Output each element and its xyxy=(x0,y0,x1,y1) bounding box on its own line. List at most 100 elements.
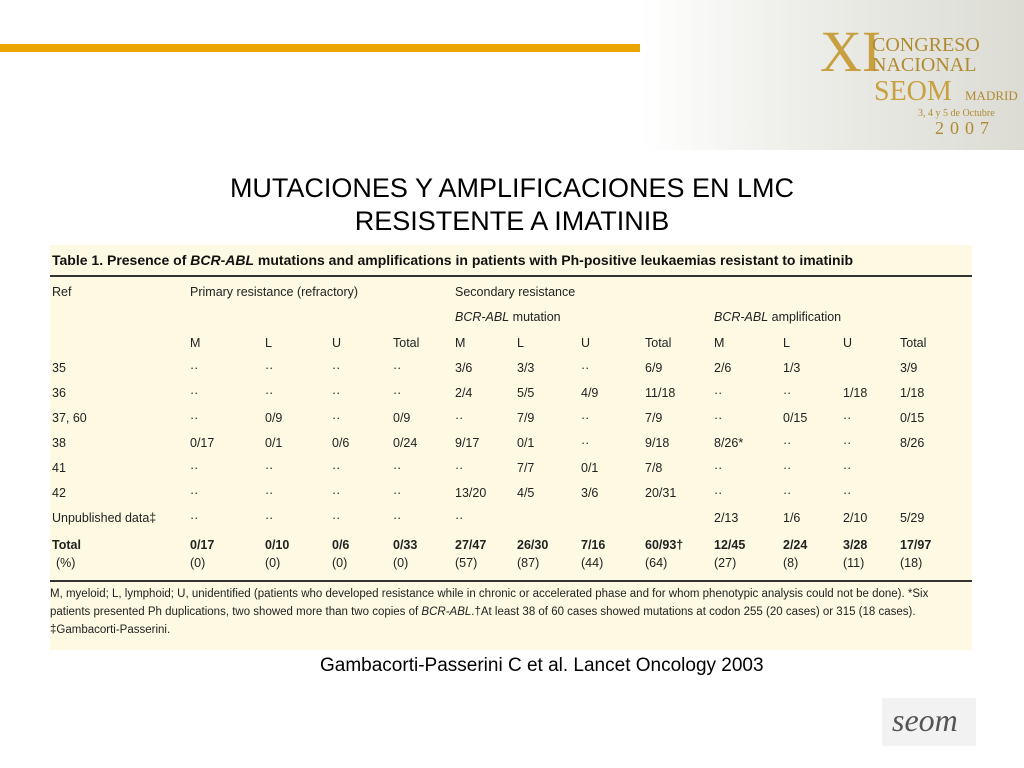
table-cell: 0/15 xyxy=(900,411,925,425)
table: Table 1. Presence of BCR-ABL mutations a… xyxy=(50,245,972,650)
table-cell: 9/17 xyxy=(455,436,480,450)
table-cell: 3/28 xyxy=(843,538,868,552)
logo-text: CONGRESO xyxy=(872,34,980,56)
table-cell: 9/18 xyxy=(645,436,670,450)
text-run: amplification xyxy=(768,310,842,324)
table-cell: 4/9 xyxy=(581,386,599,400)
footer-logo: seom xyxy=(882,698,976,746)
table-cell: 1/3 xyxy=(783,361,801,375)
table-cell: ·· xyxy=(190,511,199,525)
table-cell: (27) xyxy=(714,556,737,570)
column-header: M xyxy=(190,336,201,350)
table-cell: 5/29 xyxy=(900,511,925,525)
table-cell: ·· xyxy=(714,386,723,400)
table-cell: 4/5 xyxy=(517,486,535,500)
table-cell: ·· xyxy=(843,436,852,450)
column-header: Ref xyxy=(52,285,72,299)
column-header: Total xyxy=(900,336,927,350)
table-cell: (0) xyxy=(393,556,409,570)
rule xyxy=(50,275,972,277)
table-cell: 3/6 xyxy=(455,361,473,375)
table-cell: 26/30 xyxy=(517,538,549,552)
table-cell: ·· xyxy=(581,361,590,375)
table-cell: 7/9 xyxy=(517,411,535,425)
column-header: M xyxy=(455,336,466,350)
table-cell: ·· xyxy=(190,386,199,400)
column-header: Total xyxy=(645,336,672,350)
table-cell: ·· xyxy=(265,386,274,400)
table-cell: ·· xyxy=(332,361,341,375)
table-cell: ·· xyxy=(265,486,274,500)
table-cell: 0/9 xyxy=(265,411,283,425)
column-header: L xyxy=(517,336,524,350)
column-header: Total xyxy=(393,336,420,350)
table-cell: 0/24 xyxy=(393,436,418,450)
table-cell: ·· xyxy=(190,361,199,375)
table-cell: ·· xyxy=(393,461,402,475)
table-cell: 36 xyxy=(52,386,66,400)
table-cell: ·· xyxy=(332,486,341,500)
footnote: M, myeloid; L, lymphoid; U, unidentified… xyxy=(50,588,928,600)
table-cell: 3/3 xyxy=(517,361,535,375)
logo-numeral: XI xyxy=(820,19,882,84)
table-cell: ·· xyxy=(714,411,723,425)
table-cell: ·· xyxy=(393,361,402,375)
title-line: RESISTENTE A IMATINIB xyxy=(354,206,670,236)
table-cell: 0/1 xyxy=(265,436,283,450)
column-header: M xyxy=(714,336,725,350)
text-run: BCR-ABL xyxy=(455,310,510,324)
table-cell: 0/33 xyxy=(393,538,418,552)
table-cell: 0/17 xyxy=(190,436,215,450)
column-header: U xyxy=(843,336,853,350)
logo-text: NACIONAL xyxy=(872,54,977,76)
table-cell: 3/6 xyxy=(581,486,599,500)
table-cell: 0/10 xyxy=(265,538,290,552)
logo-text: 3, 4 y 5 de Octubre xyxy=(918,108,995,119)
table-cell: (8) xyxy=(783,556,799,570)
table-cell: ·· xyxy=(265,461,274,475)
table-cell: 5/5 xyxy=(517,386,535,400)
table-cell: ·· xyxy=(455,461,464,475)
text-run: .†At least 38 of 60 cases showed mutatio… xyxy=(471,606,916,618)
table-cell: ·· xyxy=(265,361,274,375)
logo-background: XI CONGRESO NACIONAL SEOM MADRID 3, 4 y … xyxy=(640,0,1024,150)
title: MUTACIONES Y AMPLIFICACIONES EN LMC RESI… xyxy=(0,172,1024,238)
table-cell: ·· xyxy=(783,486,792,500)
column-header: BCR-ABL amplification xyxy=(714,310,841,324)
table-cell: ·· xyxy=(393,386,402,400)
citation: Gambacorti-Passerini C et al. Lancet Onc… xyxy=(320,655,764,676)
text-run: M, myeloid; L, lymphoid; U, unidentified… xyxy=(50,588,929,600)
table-cell: 7/7 xyxy=(517,461,535,475)
table-caption: Table 1. Presence of BCR-ABL mutations a… xyxy=(52,252,853,268)
table-cell: ·· xyxy=(714,486,723,500)
table-cell: ·· xyxy=(843,411,852,425)
table-cell: 37, 60 xyxy=(52,411,87,425)
table-cell: Total xyxy=(52,538,81,552)
rule xyxy=(50,580,972,582)
table-cell: 2/4 xyxy=(455,386,473,400)
table-cell: 38 xyxy=(52,436,66,450)
table-cell: 3/9 xyxy=(900,361,918,375)
table-cell: ·· xyxy=(332,511,341,525)
logo-brand: SEOM xyxy=(874,76,952,107)
table-cell: 0/15 xyxy=(783,411,808,425)
table-cell: ·· xyxy=(190,486,199,500)
table-cell: ·· xyxy=(843,461,852,475)
table-cell: 2/24 xyxy=(783,538,808,552)
table-cell: 8/26 xyxy=(900,436,925,450)
logo-text: 2007 xyxy=(935,118,995,138)
logo-text: MADRID xyxy=(965,88,1018,103)
table-cell: ·· xyxy=(332,386,341,400)
column-header: U xyxy=(332,336,342,350)
table-cell: (87) xyxy=(517,556,540,570)
table-cell: 0/1 xyxy=(581,461,599,475)
column-header: Primary resistance (refractory) xyxy=(190,285,359,299)
column-header: L xyxy=(783,336,790,350)
table-cell: ·· xyxy=(393,511,402,525)
table-cell: 13/20 xyxy=(455,486,487,500)
text-run: BCR-ABL xyxy=(190,252,255,268)
table-cell: (64) xyxy=(645,556,668,570)
table-cell: ·· xyxy=(455,511,464,525)
table-cell: 0/6 xyxy=(332,538,350,552)
